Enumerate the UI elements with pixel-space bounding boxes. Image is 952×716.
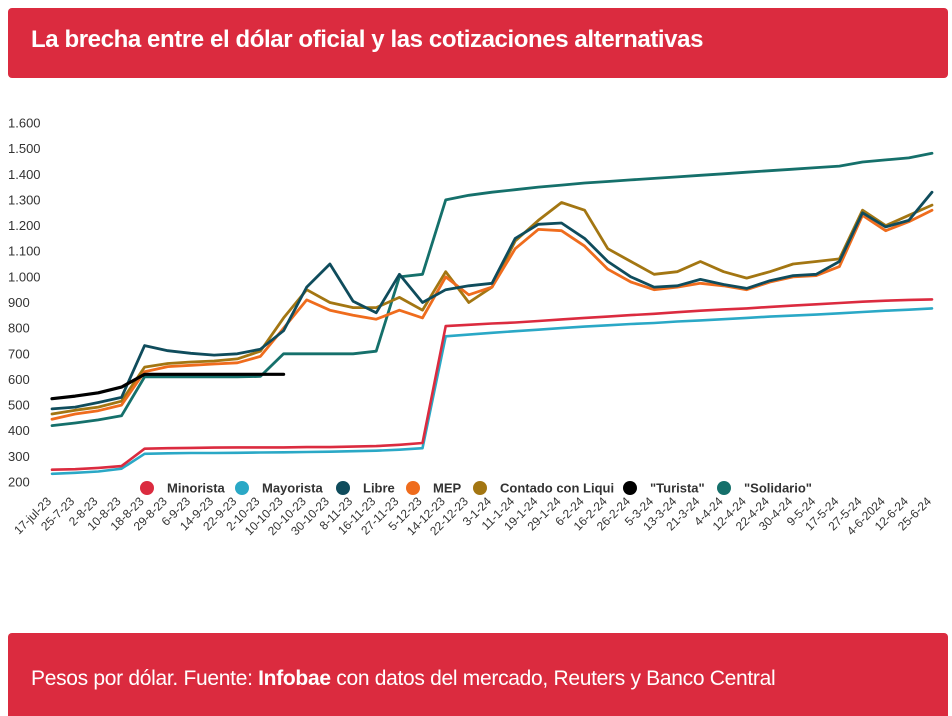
y-tick-label: 200 [8, 475, 30, 490]
legend-label: Contado con Liqui [500, 481, 614, 496]
legend-label: MEP [433, 481, 462, 496]
line-chart: 1.600 1.500 1.400 1.300 1.200 1.100 1.000 900 80… [8, 116, 934, 539]
y-tick-label: 500 [8, 398, 30, 413]
source-note: Pesos por dólar. Fuente: Infobae con dat… [31, 667, 776, 691]
y-tick-label: 600 [8, 372, 30, 387]
legend-label: "Solidario" [744, 481, 812, 496]
y-tick-label: 1.400 [8, 167, 41, 182]
legend-label: Libre [363, 481, 395, 496]
y-tick-label: 400 [8, 423, 30, 438]
footer-bar: Pesos por dólar. Fuente: Infobae con dat… [8, 633, 948, 716]
legend-swatch [717, 481, 731, 495]
legend-label: Minorista [167, 481, 226, 496]
y-tick-label: 1.000 [8, 269, 41, 284]
legend-label: Mayorista [262, 481, 323, 496]
y-tick-label: 1.100 [8, 244, 41, 259]
legend-swatch [140, 481, 154, 495]
y-tick-label: 1.500 [8, 141, 41, 156]
legend-swatch [473, 481, 487, 495]
y-tick-label: 300 [8, 449, 30, 464]
legend-swatch [623, 481, 637, 495]
y-tick-label: 1.200 [8, 218, 41, 233]
series-line-minorista [50, 298, 934, 471]
y-tick-label: 1.600 [8, 116, 41, 131]
source-note-prefix: Pesos por dólar. Fuente: [31, 667, 259, 690]
y-tick-label: 900 [8, 295, 30, 310]
series-line-mayorista [50, 307, 934, 476]
legend-swatch [235, 481, 249, 495]
y-tick-label: 700 [8, 346, 30, 361]
source-name: Infobae [258, 667, 331, 690]
series-line-turista [50, 372, 286, 401]
legend-swatch [406, 481, 420, 495]
series-line-contado-con-liqui [50, 201, 934, 416]
legend-swatch [336, 481, 350, 495]
source-note-suffix: con datos del mercado, Reuters y Banco C… [330, 667, 776, 690]
y-tick-label: 1.300 [8, 192, 41, 207]
series-line-solidario [50, 151, 934, 427]
legend-label: "Turista" [650, 481, 705, 496]
y-tick-label: 800 [8, 321, 30, 336]
series-line-libre [50, 190, 934, 411]
header-bar: La brecha entre el dólar oficial y las c… [8, 8, 948, 78]
chart-title: La brecha entre el dólar oficial y las c… [31, 26, 704, 53]
